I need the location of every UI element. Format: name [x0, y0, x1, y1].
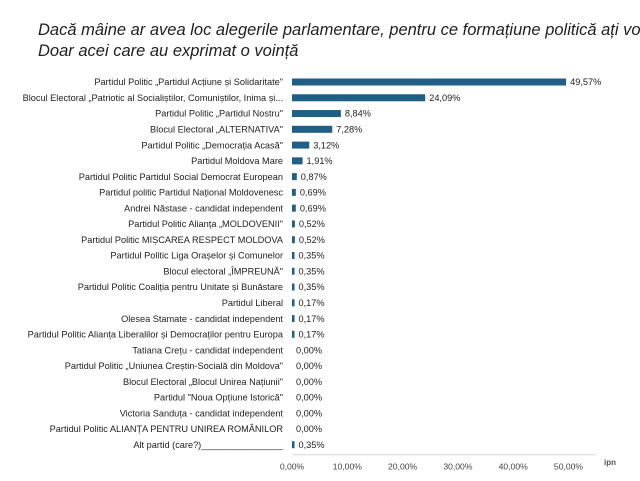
value-label: 0,00%: [296, 377, 322, 387]
category-label: Partidul Politic Alianța „MOLDOVENII": [128, 219, 283, 229]
value-label: 0,52%: [299, 219, 325, 229]
bar: [292, 157, 303, 165]
category-label: Blocul Electoral „ALTERNATIVA": [150, 125, 283, 135]
value-label: 0,17%: [299, 330, 325, 340]
category-label: Partidul Politic Partidul Social Democra…: [79, 172, 283, 182]
chart-title-line-1: Dacă mâine ar avea loc alegerile parlame…: [38, 21, 640, 39]
ipn-logo: ipn: [604, 458, 616, 467]
category-label: Partidul Politic Coaliția pentru Unitate…: [78, 282, 283, 292]
value-label: 0,69%: [300, 203, 326, 213]
bar: [292, 78, 567, 86]
category-label: Blocul electoral „ÎMPREUNĂ": [163, 266, 283, 276]
value-label: 0,52%: [299, 235, 325, 245]
bar: [292, 315, 295, 323]
value-label: 0,00%: [296, 345, 322, 355]
value-label: 0,00%: [296, 361, 322, 371]
category-label: Partidul Politic „Partidul Acțiune și So…: [94, 77, 283, 87]
bar: [292, 441, 295, 449]
x-axis-ticks: 0,00% 10,00% 20,00% 30,00% 40,00% 50,00%: [280, 462, 584, 472]
category-label: Partidul Liberal: [222, 298, 283, 308]
category-label: Partidul Politic Liga Orașelor și Comune…: [110, 251, 283, 261]
bar: [292, 299, 295, 307]
x-tick-label: 10,00%: [333, 462, 363, 472]
x-tick-label: 30,00%: [443, 462, 473, 472]
category-label: Blocul Electoral „Patriotic al Socialișt…: [23, 93, 283, 103]
category-label: Partidul Politic MIȘCAREA RESPECT MOLDOV…: [81, 235, 284, 245]
value-label: 49,57%: [570, 77, 601, 87]
category-label: Victoria Sanduța - candidat independent: [120, 408, 284, 418]
bar: [292, 267, 295, 275]
category-label: Alt partid (care?)________________: [133, 440, 284, 450]
value-label: 0,35%: [299, 440, 325, 450]
x-tick-label: 50,00%: [554, 462, 584, 472]
bar: [292, 330, 295, 338]
bar: [292, 188, 296, 196]
category-labels: Partidul Politic „Partidul Acțiune și So…: [23, 77, 284, 450]
bar: [292, 220, 295, 228]
category-label: Partidul Politic „Partidul Nostru": [155, 109, 283, 119]
value-label: 0,00%: [296, 393, 322, 403]
bar: [292, 110, 341, 118]
value-label: 0,87%: [301, 172, 327, 182]
bar: [292, 204, 296, 212]
value-label: 0,17%: [299, 314, 325, 324]
bar: [292, 141, 310, 149]
category-label: Partidul Politic „Uniunea Creștin-Social…: [65, 361, 283, 371]
value-label: 24,09%: [429, 93, 460, 103]
category-label: Andrei Năstase - candidat independent: [124, 203, 283, 213]
value-label: 0,00%: [296, 424, 322, 434]
value-label: 0,35%: [299, 266, 325, 276]
value-label: 0,69%: [300, 188, 326, 198]
value-label: 0,35%: [299, 282, 325, 292]
category-label: Olesea Stamate - candidat independent: [121, 314, 283, 324]
value-label: 8,84%: [345, 109, 371, 119]
value-label: 3,12%: [313, 140, 339, 150]
value-labels: 49,57% 24,09% 8,84% 7,28% 3,12% 1,91% 0,87% 0,6…: [296, 77, 601, 450]
x-tick-label: 20,00%: [388, 462, 418, 472]
bar: [292, 94, 426, 102]
category-label: Blocul Electoral „Blocul Unirea Națiunii…: [123, 377, 283, 387]
bars: [292, 78, 567, 449]
bar: [292, 236, 295, 244]
category-label: Partidul Moldova Mare: [191, 156, 283, 166]
category-label: Partidul Politic ALIANȚA PENTRU UNIREA R…: [50, 424, 284, 434]
category-label: Partidul "Noua Opțiune Istorică": [154, 393, 283, 403]
x-tick-label: 0,00%: [280, 462, 305, 472]
chart-title: Dacă mâine ar avea loc alegerile parlame…: [38, 20, 640, 62]
bar: [292, 173, 297, 181]
value-label: 0,00%: [296, 408, 322, 418]
value-label: 0,35%: [299, 251, 325, 261]
category-label: Partidul Politic „Democrația Acasă": [141, 140, 283, 150]
bar: [292, 251, 295, 259]
value-label: 1,91%: [307, 156, 333, 166]
category-label: Partidul Politic Alianța Liberalilor și …: [28, 330, 284, 340]
category-label: Tatiana Crețu - candidat independent: [132, 345, 283, 355]
bar: [292, 283, 295, 291]
chart-title-line-2: Doar acei care au exprimat o voință: [38, 42, 299, 60]
value-label: 0,17%: [299, 298, 325, 308]
x-tick-label: 40,00%: [499, 462, 529, 472]
bar: [292, 125, 333, 133]
value-label: 7,28%: [336, 125, 362, 135]
category-label: Partidul politic Partidul Național Moldo…: [99, 188, 283, 198]
